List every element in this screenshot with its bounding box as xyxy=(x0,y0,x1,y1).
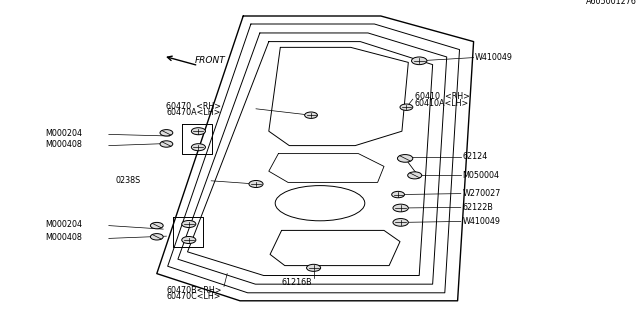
Circle shape xyxy=(182,236,196,244)
Text: W410049: W410049 xyxy=(475,53,513,62)
Circle shape xyxy=(249,180,263,188)
Circle shape xyxy=(408,172,422,179)
Circle shape xyxy=(305,112,317,118)
Circle shape xyxy=(400,104,413,110)
Circle shape xyxy=(160,130,173,136)
Circle shape xyxy=(182,220,196,228)
Text: M000408: M000408 xyxy=(45,140,82,149)
Text: 61216B: 61216B xyxy=(282,278,312,287)
Text: A605001276: A605001276 xyxy=(586,0,637,6)
Text: FRONT: FRONT xyxy=(195,56,226,65)
Circle shape xyxy=(160,141,173,147)
Text: M000204: M000204 xyxy=(45,220,82,229)
Circle shape xyxy=(393,204,408,212)
Circle shape xyxy=(392,191,404,198)
Text: 0238S: 0238S xyxy=(115,176,140,185)
Circle shape xyxy=(307,264,321,271)
Text: W410049: W410049 xyxy=(463,217,500,226)
Text: 60470  <RH>: 60470 <RH> xyxy=(166,102,221,111)
Circle shape xyxy=(397,155,413,162)
Text: M050004: M050004 xyxy=(463,171,500,180)
Circle shape xyxy=(191,128,205,135)
Text: M000204: M000204 xyxy=(45,129,82,138)
Text: 60470C<LH>: 60470C<LH> xyxy=(166,292,221,301)
Text: 60410  <RH>: 60410 <RH> xyxy=(415,92,470,101)
Text: 60410A<LH>: 60410A<LH> xyxy=(415,99,469,108)
Circle shape xyxy=(412,57,427,65)
Text: 60470B<RH>: 60470B<RH> xyxy=(166,286,222,295)
Circle shape xyxy=(150,234,163,240)
Circle shape xyxy=(150,222,163,229)
Text: 60470A<LH>: 60470A<LH> xyxy=(166,108,221,117)
Text: W270027: W270027 xyxy=(463,189,501,198)
Text: 62124: 62124 xyxy=(463,152,488,161)
Circle shape xyxy=(191,144,205,151)
Circle shape xyxy=(393,219,408,226)
Text: M000408: M000408 xyxy=(45,233,82,242)
Text: 62122B: 62122B xyxy=(463,203,493,212)
